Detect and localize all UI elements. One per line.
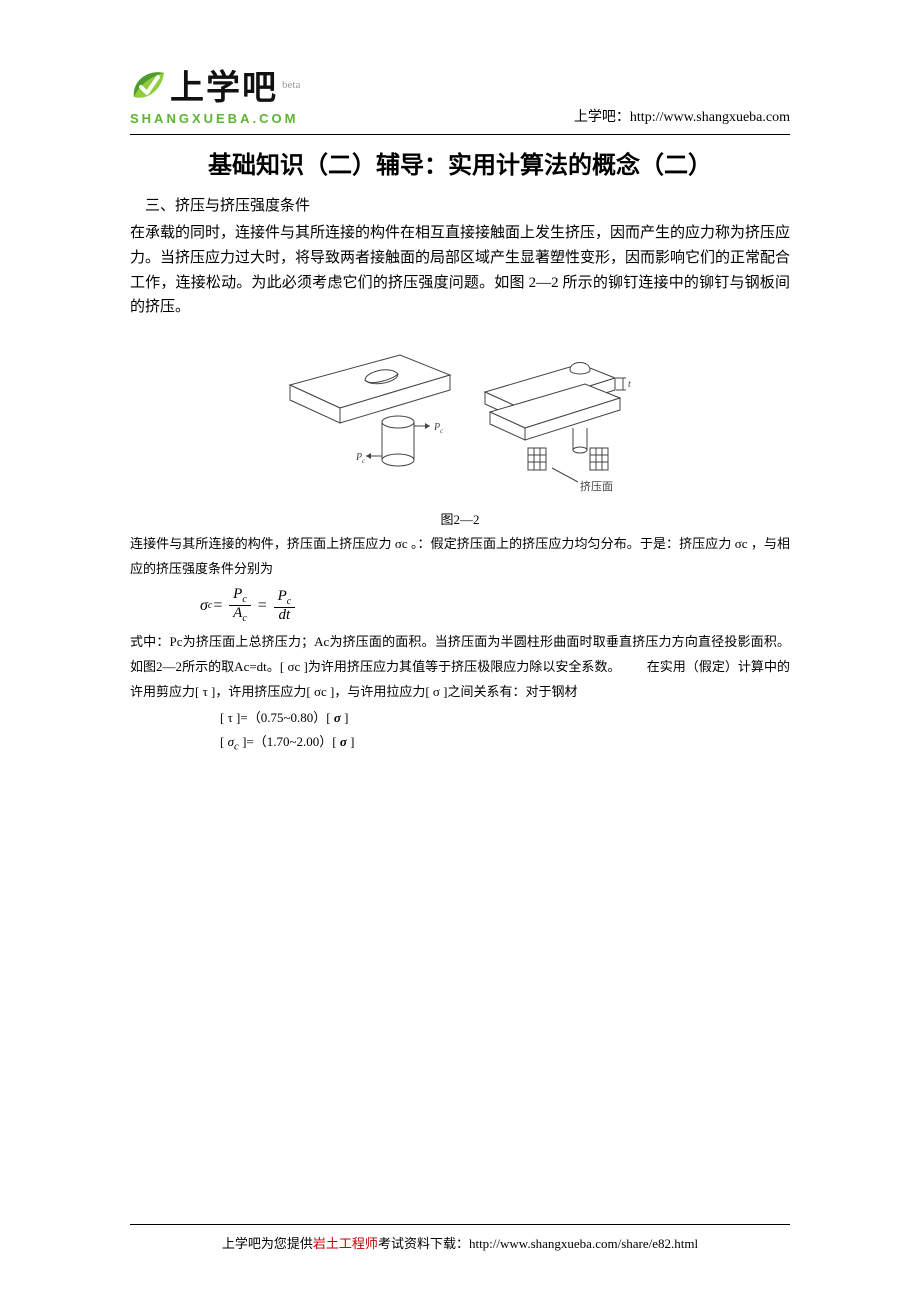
rel2-b: ]=（1.70~2.00）[ (239, 734, 340, 749)
logo-beta-label: beta (282, 79, 300, 91)
frac1-num-sub: c (242, 594, 246, 605)
page-footer: 上学吧为您提供岩土工程师考试资料下载：http://www.shangxueba… (0, 1224, 920, 1252)
body-paragraph-1: 在承载的同时，连接件与其所连接的构件在相互直接接触面上发生挤压，因而产生的应力称… (130, 221, 790, 320)
frac1-den-sub: c (242, 613, 246, 624)
small-paragraph-2: 式中：Pc为挤压面上总挤压力；Ac为挤压面的面积。当挤压面为半圆柱形曲面时取垂直… (130, 630, 790, 704)
formula-eq1: = (212, 597, 223, 615)
relation-line-1: [ τ ]=（0.75~0.80）[ σ ] (220, 706, 790, 729)
rel2-a: [ (220, 734, 228, 749)
footer-url: http://www.shangxueba.com/share/e82.html (469, 1236, 698, 1251)
small-paragraph-1: 连接件与其所连接的构件，挤压面上挤压应力 σc 。：假定挤压面上的挤压应力均匀分… (130, 532, 790, 581)
figure-2-2: P c P c (130, 330, 790, 528)
figure-annotation: 挤压面 (580, 479, 613, 493)
header-divider (130, 134, 790, 135)
logo-text: 上学吧 (170, 60, 278, 109)
page-header: 上学吧 beta SHANGXUEBA.COM 上学吧：http://www.s… (130, 60, 790, 126)
rel1-a: [ τ ]=（0.75~0.80）[ (220, 710, 334, 725)
footer-mid: 考试资料下载： (378, 1236, 469, 1251)
footer-red-text: 岩土工程师 (313, 1236, 378, 1251)
frac2-den: dt (275, 608, 295, 623)
rel2-c: ] (347, 734, 355, 749)
section-heading: 三、挤压与挤压强度条件 (130, 194, 790, 215)
frac1-num: P (233, 586, 242, 602)
relation-line-2: [ σc ]=（1.70~2.00）[ σ ] (220, 730, 790, 757)
header-site-url: http://www.shangxueba.com (630, 110, 790, 125)
footer-divider (130, 1224, 790, 1225)
svg-text:c: c (362, 457, 366, 465)
site-logo: 上学吧 beta SHANGXUEBA.COM (130, 60, 300, 126)
frac1-den: A (233, 605, 242, 621)
rel1-sigma: σ (334, 710, 341, 725)
formula-frac-1: Pc Ac (229, 587, 251, 624)
header-site-label: 上学吧： (574, 110, 630, 125)
svg-text:c: c (440, 427, 444, 435)
rel2-sigma: σ (340, 734, 347, 749)
footer-prefix: 上学吧为您提供 (222, 1236, 313, 1251)
logo-domain: SHANGXUEBA.COM (130, 111, 300, 126)
formula-frac-2: Pc dt (274, 589, 296, 623)
frac2-num-sub: c (287, 596, 291, 607)
frac2-num: P (278, 588, 287, 604)
rel1-b: ] (341, 710, 349, 725)
header-site-link: 上学吧：http://www.shangxueba.com (574, 106, 790, 126)
formula-lhs: σ (200, 597, 208, 615)
relations-block: [ τ ]=（0.75~0.80）[ σ ] [ σc ]=（1.70~2.00… (220, 706, 790, 756)
figure-diagram-icon: P c P c (280, 330, 640, 505)
formula-sigma-c: σ c = Pc Ac = Pc dt (200, 587, 790, 624)
svg-text:t: t (628, 379, 631, 390)
page-title: 基础知识（二）辅导：实用计算法的概念（二） (130, 145, 790, 180)
leaf-icon (130, 67, 166, 103)
formula-eq2: = (257, 597, 268, 615)
figure-caption: 图2—2 (130, 509, 790, 528)
